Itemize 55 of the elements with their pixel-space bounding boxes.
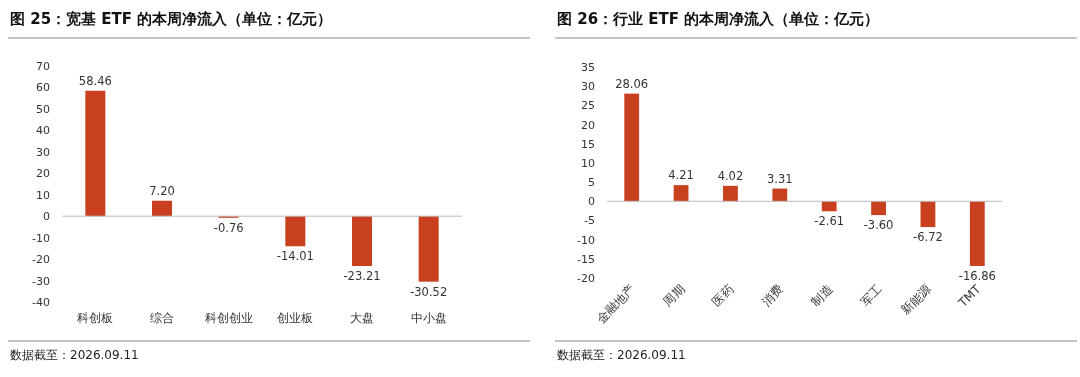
y-tick-label: -20 bbox=[32, 253, 50, 267]
x-tick-label: 创业板 bbox=[277, 311, 314, 325]
y-tick-label: 35 bbox=[581, 61, 595, 74]
data-label: 3.31 bbox=[767, 171, 793, 186]
x-tick-label: 金融地产 bbox=[593, 282, 638, 327]
x-tick-label: 科创板 bbox=[77, 311, 114, 325]
y-tick-label: -10 bbox=[577, 233, 595, 247]
x-tick-label: 消费 bbox=[759, 282, 786, 310]
y-tick-label: 25 bbox=[581, 99, 595, 113]
y-tick-label: -5 bbox=[584, 214, 595, 228]
y-tick-label: -40 bbox=[32, 296, 50, 309]
data-label: -14.01 bbox=[276, 249, 314, 264]
y-tick-label: -15 bbox=[577, 252, 595, 266]
x-tick-label: 综合 bbox=[150, 311, 174, 325]
y-tick-label: 20 bbox=[581, 118, 595, 132]
data-label: -30.52 bbox=[410, 284, 448, 299]
y-tick-label: -10 bbox=[32, 231, 50, 245]
y-tick-label: 0 bbox=[588, 195, 595, 209]
data-label: -23.21 bbox=[343, 268, 381, 283]
chart-title: 图 25：宽基 ETF 的本周净流入（单位：亿元） bbox=[10, 10, 333, 28]
y-tick-label: -20 bbox=[577, 272, 595, 285]
x-tick-label: 新能源 bbox=[898, 282, 935, 318]
x-tick-label: 大盘 bbox=[350, 311, 374, 325]
chart-title: 图 26：行业 ETF 的本周净流入（单位：亿元） bbox=[557, 10, 880, 28]
data-label: 4.21 bbox=[668, 168, 694, 183]
data-label: 4.02 bbox=[717, 168, 744, 183]
y-tick-label: 10 bbox=[581, 156, 595, 170]
data-label: 58.46 bbox=[78, 73, 112, 88]
y-tick-label: 5 bbox=[588, 176, 595, 190]
y-tick-label: 30 bbox=[581, 80, 595, 94]
y-tick-label: 70 bbox=[36, 60, 50, 73]
y-tick-label: 60 bbox=[36, 81, 50, 95]
x-tick-label: 医药 bbox=[709, 282, 737, 310]
data-label: -3.60 bbox=[863, 218, 894, 233]
x-tick-label: 军工 bbox=[857, 282, 885, 310]
x-tick-label: 中小盘 bbox=[410, 311, 447, 325]
data-label: -2.61 bbox=[814, 214, 845, 229]
y-tick-label: 10 bbox=[36, 188, 50, 202]
y-tick-label: 50 bbox=[36, 102, 50, 116]
y-tick-label: 40 bbox=[36, 124, 50, 138]
x-tick-label: 制造 bbox=[808, 282, 836, 310]
y-tick-label: 20 bbox=[36, 167, 50, 181]
y-tick-label: 0 bbox=[43, 210, 50, 224]
data-label: -0.76 bbox=[213, 220, 244, 235]
x-tick-label: 周期 bbox=[660, 282, 688, 310]
x-tick-label: 科创创业 bbox=[204, 311, 253, 325]
data-label: 7.20 bbox=[149, 183, 175, 198]
data-label: 28.06 bbox=[615, 76, 649, 91]
y-tick-label: 15 bbox=[581, 137, 595, 151]
text: 数据截至：2026.09.11 bbox=[10, 348, 139, 362]
data-label: -6.72 bbox=[913, 230, 943, 245]
y-tick-label: -30 bbox=[32, 274, 50, 288]
text: 数据截至：2026.09.11 bbox=[557, 348, 686, 362]
y-tick-label: 30 bbox=[36, 145, 50, 159]
data-label: -16.86 bbox=[958, 268, 996, 283]
